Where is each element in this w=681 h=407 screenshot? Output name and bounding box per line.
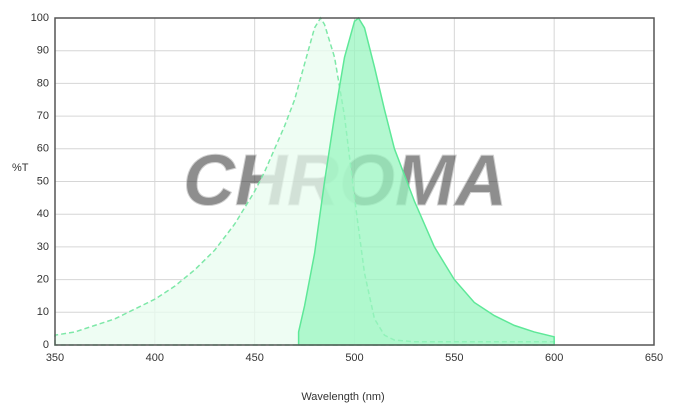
y-tick-label: 20 xyxy=(37,274,49,286)
y-tick-label: 70 xyxy=(37,110,49,122)
y-axis-label: %T xyxy=(12,162,29,174)
x-axis-label: Wavelength (nm) xyxy=(301,391,384,403)
y-tick-label: 100 xyxy=(31,12,49,24)
y-tick-label: 0 xyxy=(43,339,49,351)
x-tick-label: 450 xyxy=(245,352,263,364)
y-tick-label: 80 xyxy=(37,77,49,89)
y-tick-label: 60 xyxy=(37,143,49,155)
area-series xyxy=(297,16,555,346)
plot-border xyxy=(54,17,655,346)
x-tick-label: 400 xyxy=(146,352,164,364)
x-tick-label: 500 xyxy=(345,352,363,364)
x-tick-label: 650 xyxy=(645,352,663,364)
y-tick-label: 10 xyxy=(37,306,49,318)
y-tick-label: 90 xyxy=(37,45,49,57)
y-tick-label: 50 xyxy=(37,175,49,187)
y-tick-label: 40 xyxy=(37,208,49,220)
x-tick-label: 600 xyxy=(545,352,563,364)
x-tick-label: 350 xyxy=(46,352,64,364)
x-tick-label: 550 xyxy=(445,352,463,364)
y-tick-label: 30 xyxy=(37,241,49,253)
